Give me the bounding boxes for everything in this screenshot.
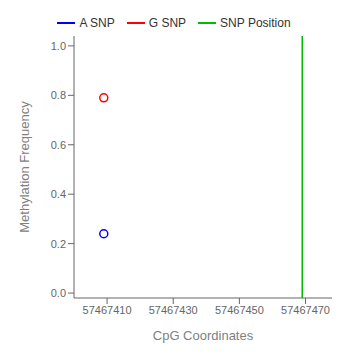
html-text:G SNP: G SNP	[148, 16, 187, 30]
svg-text:Methylation Frequency: Methylation Frequency	[17, 101, 32, 233]
svg-text:57467450: 57467450	[215, 304, 264, 316]
svg-text:1.0: 1.0	[51, 40, 66, 52]
svg-text:CpG Coordinates: CpG Coordinates	[153, 328, 254, 343]
svg-text:0.4: 0.4	[51, 188, 66, 200]
svg-text:0.0: 0.0	[51, 287, 66, 299]
svg-text:57467410: 57467410	[83, 304, 132, 316]
svg-text:0.2: 0.2	[51, 238, 66, 250]
html-text:A SNP: A SNP	[79, 16, 115, 30]
svg-text:57467470: 57467470	[281, 304, 330, 316]
svg-text:57467430: 57467430	[149, 304, 198, 316]
html-text:SNP Position: SNP Position	[220, 16, 291, 30]
svg-text:0.8: 0.8	[51, 89, 66, 101]
svg-text:0.6: 0.6	[51, 139, 66, 151]
